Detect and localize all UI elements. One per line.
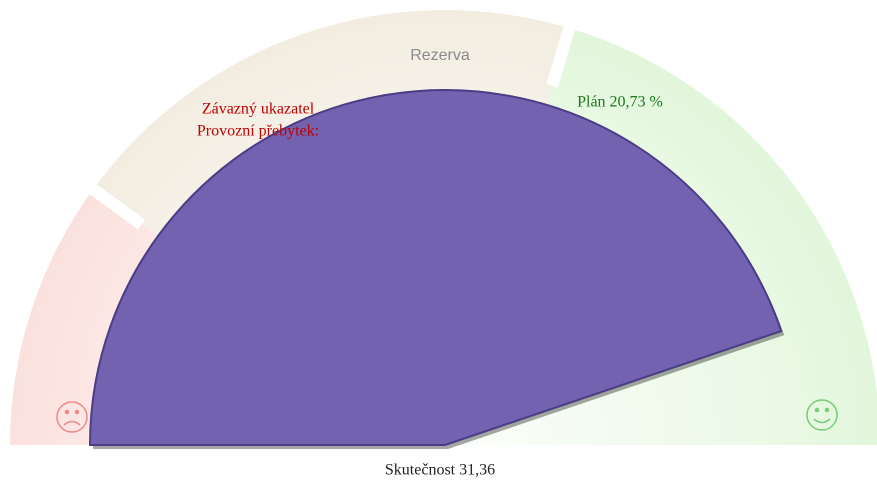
sad-icon: [56, 401, 88, 433]
band-gap: [546, 16, 578, 88]
value-sector: [88, 89, 783, 446]
plan-label: Plán 20,73 %: [577, 94, 663, 111]
threshold-label: Provozní přebytek:: [197, 123, 319, 140]
threshold-label: Závazný ukazatel: [202, 101, 315, 118]
band-label: Rezerva: [410, 47, 470, 64]
band-gap: [81, 178, 146, 230]
band-gaps: [81, 16, 578, 230]
value-sector-group: [88, 89, 785, 449]
happy-icon: [806, 399, 838, 431]
value-label: Skutečnost 31,36: [385, 462, 495, 479]
